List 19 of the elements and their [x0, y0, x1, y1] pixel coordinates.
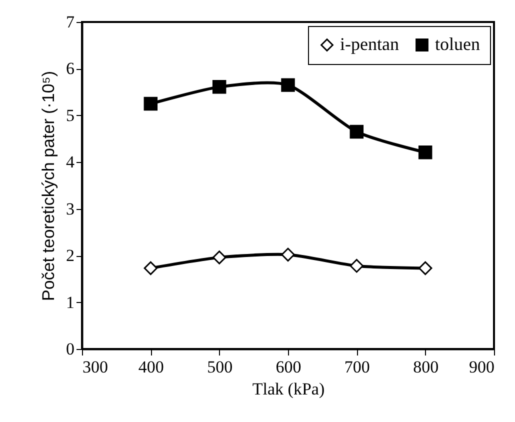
- y-axis-title: Počet teoretických pater (·10⁵): [39, 70, 58, 302]
- y-tick-label: 4: [66, 152, 75, 172]
- legend-label: toluen: [435, 34, 480, 54]
- y-tick-label: 0: [66, 340, 74, 358]
- y-tick-label: 5: [66, 106, 74, 125]
- x-tick-label: 400: [138, 358, 164, 376]
- x-tick-label: 900: [469, 358, 494, 376]
- x-axis-title: Tlak (kPa): [252, 380, 325, 398]
- x-tick-label: 600: [276, 358, 302, 376]
- x-tick-label: 800: [413, 358, 439, 376]
- y-tick-label: 7: [66, 12, 75, 32]
- y-tick-label: 2: [66, 246, 74, 266]
- x-tick-label: 700: [344, 358, 370, 376]
- y-tick-label: 6: [66, 59, 74, 78]
- y-tick-label: 3: [66, 199, 74, 218]
- y-tick-label: 1: [66, 292, 74, 312]
- legend-label: i-pentan: [340, 34, 399, 54]
- x-tick-label: 500: [207, 358, 233, 376]
- x-tick-label: 300: [82, 358, 108, 376]
